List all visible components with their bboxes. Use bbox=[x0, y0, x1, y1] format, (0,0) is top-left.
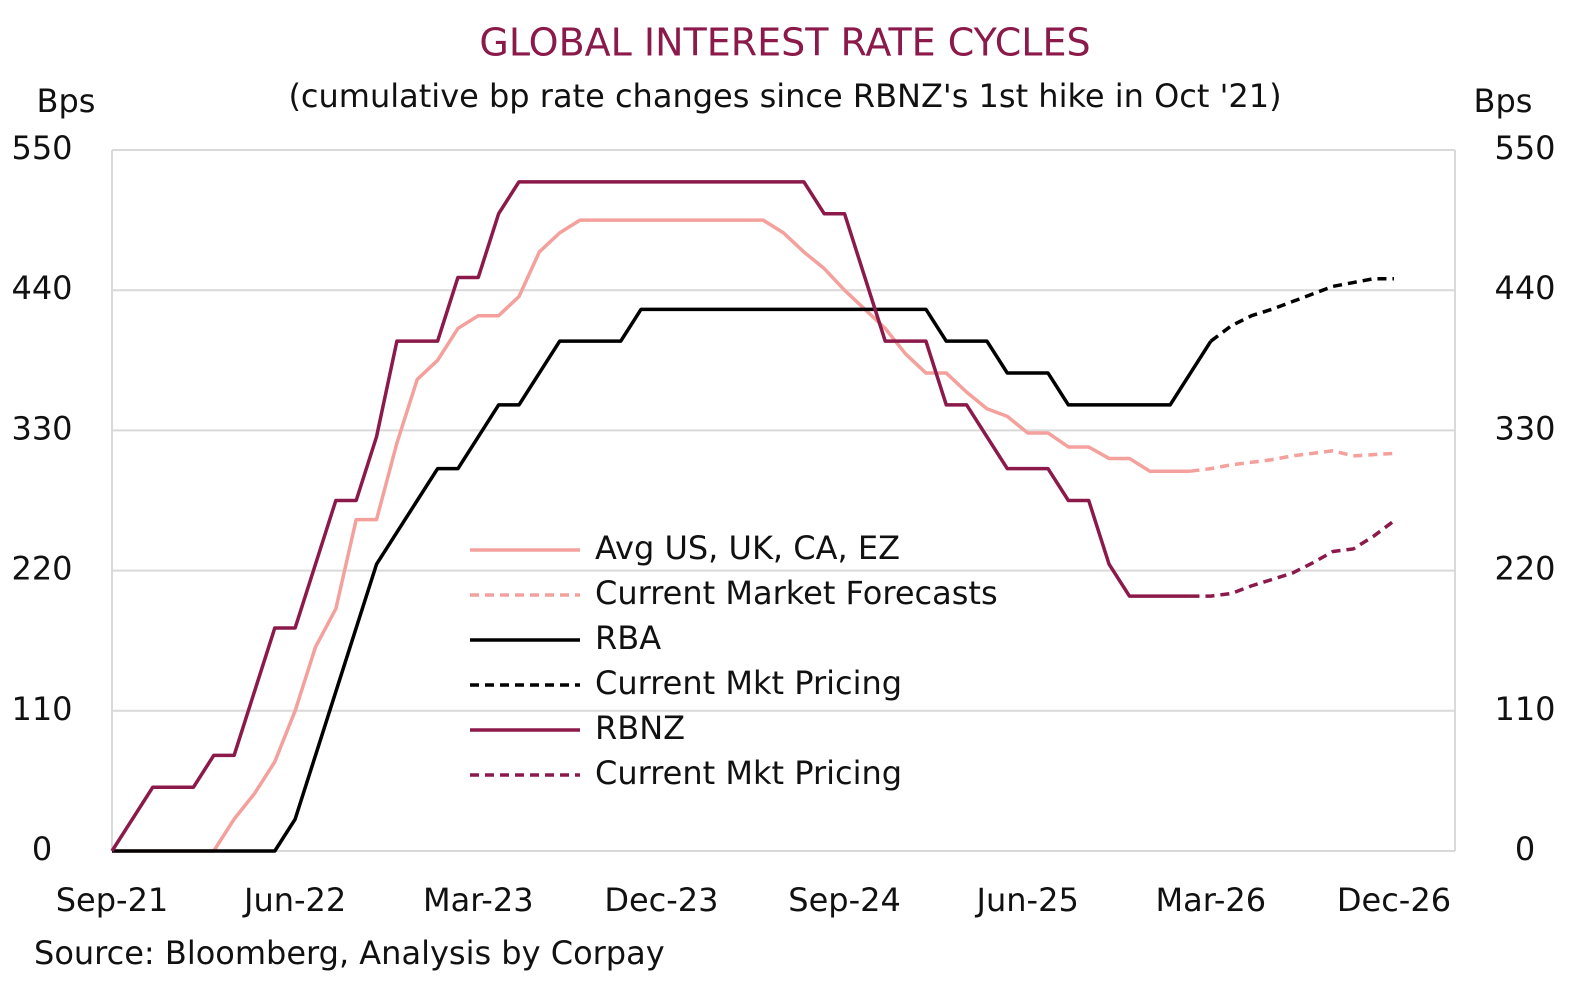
series-line bbox=[1190, 449, 1395, 473]
legend-label: Avg US, UK, CA, EZ bbox=[595, 529, 900, 567]
x-tick-label: Dec-26 bbox=[1337, 881, 1451, 919]
x-tick-label: Mar-26 bbox=[1156, 881, 1267, 919]
legend-label: Current Mkt Pricing bbox=[595, 754, 902, 792]
y-tick-label: 330 bbox=[11, 409, 72, 447]
legend-label: RBA bbox=[595, 619, 661, 657]
x-tick-label: Jun-22 bbox=[242, 881, 346, 919]
y-axis-label: Bps bbox=[37, 82, 96, 120]
y-tick-label: 110 bbox=[11, 690, 72, 728]
y2-tick-label: 330 bbox=[1494, 409, 1555, 447]
y2-tick-label: 440 bbox=[1494, 269, 1555, 307]
y-tick-label: 550 bbox=[11, 129, 72, 167]
y-tick-label: 440 bbox=[11, 269, 72, 307]
y2-tick-label: 110 bbox=[1494, 690, 1555, 728]
y2-tick-label: 0 bbox=[1515, 830, 1535, 868]
chart-title: GLOBAL INTEREST RATE CYCLES bbox=[479, 21, 1090, 65]
legend-label: Current Mkt Pricing bbox=[595, 664, 902, 702]
y2-tick-label: 220 bbox=[1494, 550, 1555, 588]
x-tick-label: Sep-24 bbox=[788, 881, 901, 919]
series-line bbox=[112, 218, 1191, 853]
source-note: Source: Bloomberg, Analysis by Corpay bbox=[34, 934, 665, 972]
y2-axis-label: Bps bbox=[1474, 82, 1533, 120]
x-tick-label: Jun-25 bbox=[975, 881, 1079, 919]
x-tick-label: Mar-23 bbox=[423, 881, 534, 919]
chart-subtitle: (cumulative bp rate changes since RBNZ's… bbox=[288, 77, 1281, 115]
x-tick-label: Sep-21 bbox=[56, 881, 169, 919]
series-line bbox=[112, 307, 1213, 853]
series-line bbox=[110, 180, 1191, 852]
legend-label: RBNZ bbox=[595, 709, 685, 747]
y-tick-label: 220 bbox=[11, 550, 72, 588]
legend-label: Current Market Forecasts bbox=[595, 574, 998, 612]
series-line bbox=[1190, 519, 1396, 598]
series-line bbox=[1209, 276, 1394, 343]
x-tick-label: Dec-23 bbox=[604, 881, 718, 919]
y-tick-label: 0 bbox=[32, 830, 52, 868]
y2-tick-label: 550 bbox=[1494, 129, 1555, 167]
